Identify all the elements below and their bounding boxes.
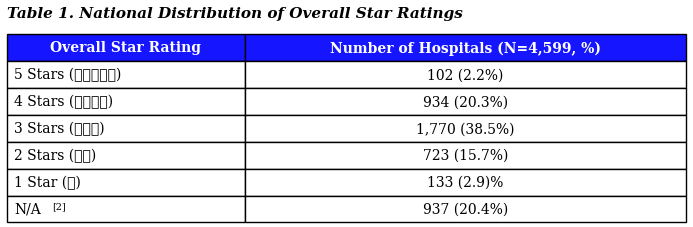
Text: 723 (15.7%): 723 (15.7%) — [423, 148, 508, 163]
Text: Table 1. National Distribution of Overall Star Ratings: Table 1. National Distribution of Overal… — [7, 7, 463, 21]
Text: 4 Stars (★★★★): 4 Stars (★★★★) — [14, 95, 113, 109]
Bar — [245, 196, 686, 222]
Bar — [245, 115, 686, 142]
Text: 5 Stars (★★★★★): 5 Stars (★★★★★) — [14, 68, 121, 82]
Text: 1,770 (38.5%): 1,770 (38.5%) — [416, 122, 515, 136]
Bar — [245, 169, 686, 196]
Text: Number of Hospitals (N=4,599, %): Number of Hospitals (N=4,599, %) — [330, 41, 601, 55]
Bar — [7, 89, 245, 115]
Bar — [245, 35, 686, 62]
Bar — [7, 115, 245, 142]
Bar — [7, 35, 245, 62]
Bar — [7, 62, 245, 89]
Text: Overall Star Rating: Overall Star Rating — [51, 41, 201, 55]
Bar — [245, 62, 686, 89]
Bar — [7, 142, 245, 169]
Bar — [7, 196, 245, 222]
Text: 2 Stars (★★): 2 Stars (★★) — [14, 148, 96, 163]
Text: [2]: [2] — [52, 201, 66, 210]
Text: 1 Star (★): 1 Star (★) — [14, 175, 81, 189]
Text: 133 (2.9)%: 133 (2.9)% — [427, 175, 504, 189]
Bar — [245, 89, 686, 115]
Text: 3 Stars (★★★): 3 Stars (★★★) — [14, 122, 105, 136]
Bar — [245, 142, 686, 169]
Bar — [7, 169, 245, 196]
Text: 934 (20.3%): 934 (20.3%) — [423, 95, 508, 109]
Text: N/A: N/A — [14, 202, 41, 216]
Text: 937 (20.4%): 937 (20.4%) — [423, 202, 508, 216]
Text: 102 (2.2%): 102 (2.2%) — [427, 68, 504, 82]
